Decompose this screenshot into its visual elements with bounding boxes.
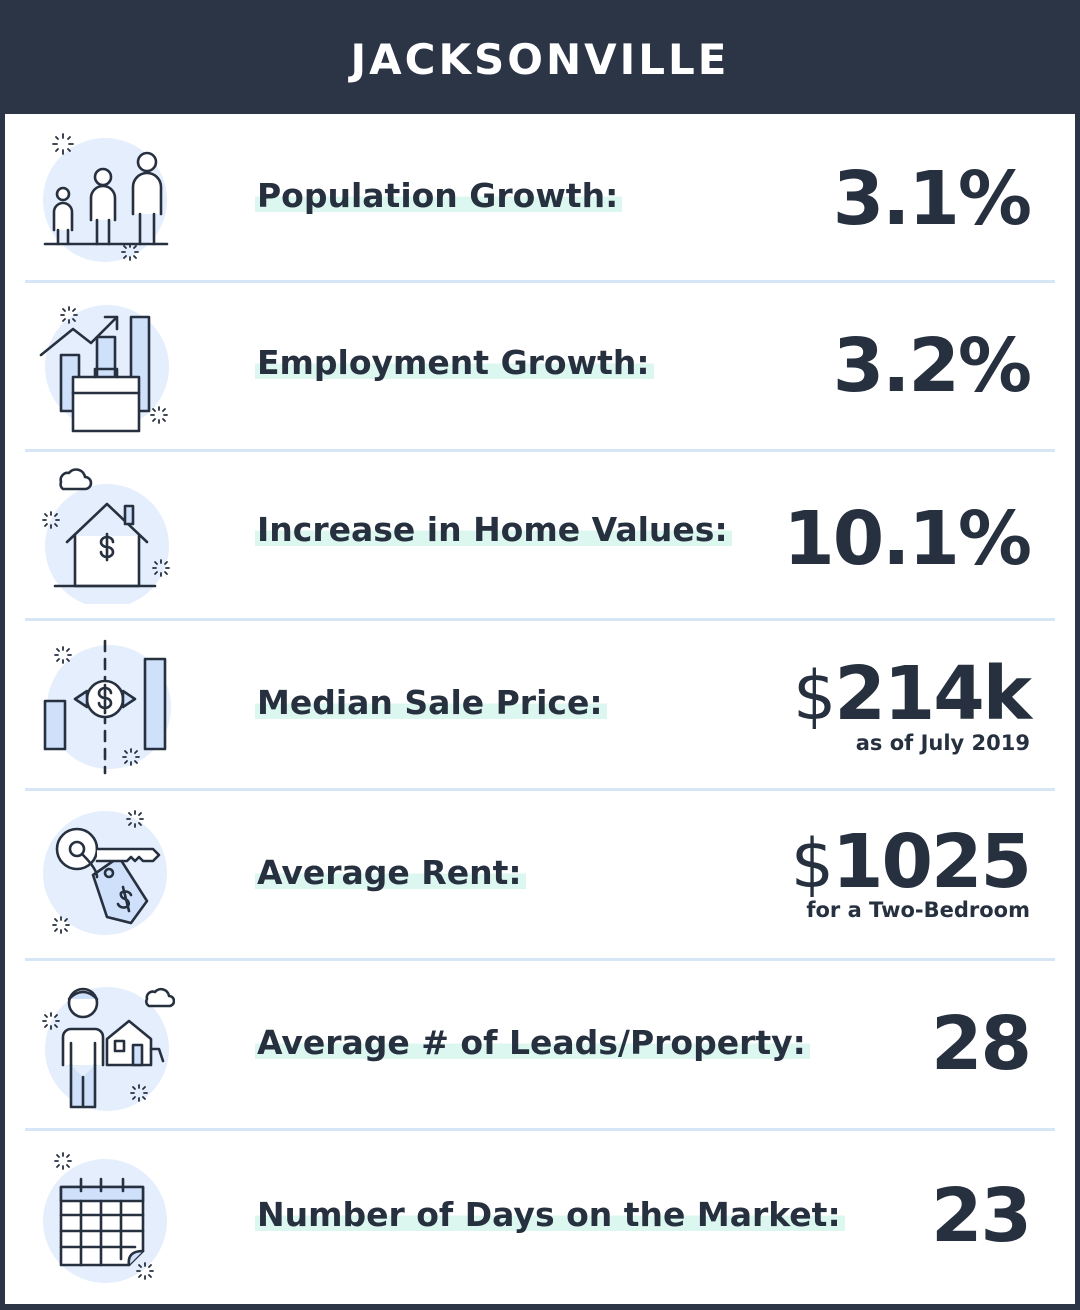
stat-row-median-sale-price: Median Sale Price: $214k as of July 2019 bbox=[5, 621, 1075, 788]
stat-row-employment: Employment Growth: 3.2% bbox=[5, 283, 1075, 450]
stat-row-population: Population Growth: 3.1% bbox=[5, 114, 1075, 281]
stat-row-average-rent: Average Rent: $1025 for a Two-Bedroom bbox=[5, 791, 1075, 958]
calendar-icon bbox=[43, 1152, 167, 1283]
median-sale-price-label: Median Sale Price: bbox=[255, 683, 607, 722]
city-title: JACKSONVILLE bbox=[350, 34, 730, 84]
divider bbox=[25, 788, 1055, 791]
rent-tag-icon bbox=[43, 810, 167, 935]
home-values-value: 10.1% bbox=[783, 496, 1032, 582]
median-sale-price-note: as of July 2019 bbox=[855, 731, 1030, 755]
dollar-symbol: $ bbox=[790, 825, 834, 904]
leads-icon bbox=[42, 987, 175, 1111]
average-rent-note: for a Two-Bedroom bbox=[806, 898, 1030, 922]
days-on-market-value: 23 bbox=[931, 1173, 1032, 1259]
population-growth-label: Population Growth: bbox=[255, 176, 623, 215]
stat-row-days-on-market: Number of Days on the Market: 23 bbox=[5, 1131, 1075, 1301]
employment-icon bbox=[39, 305, 169, 433]
employment-growth-label: Employment Growth: bbox=[255, 343, 654, 382]
dollar-symbol: $ bbox=[793, 657, 836, 736]
divider bbox=[25, 958, 1055, 961]
header-bar: JACKSONVILLE bbox=[0, 0, 1080, 114]
median-sale-price-value: $214k bbox=[793, 651, 1032, 737]
home-values-label: Increase in Home Values: bbox=[255, 510, 732, 549]
population-growth-value: 3.1% bbox=[832, 156, 1032, 242]
population-icon bbox=[43, 133, 169, 262]
divider bbox=[25, 618, 1055, 621]
stats-panel: Population Growth: 3.1% Employ bbox=[5, 114, 1075, 1304]
stat-row-leads: Average # of Leads/Property: 28 bbox=[5, 961, 1075, 1128]
home-value-icon bbox=[42, 468, 170, 604]
divider bbox=[25, 280, 1055, 283]
stat-row-home-values: Increase in Home Values: 10.1% bbox=[5, 452, 1075, 619]
average-leads-label: Average # of Leads/Property: bbox=[255, 1023, 810, 1062]
average-rent-label: Average Rent: bbox=[255, 853, 526, 892]
employment-growth-value: 3.2% bbox=[832, 323, 1032, 409]
average-leads-value: 28 bbox=[931, 1001, 1032, 1087]
divider bbox=[25, 449, 1055, 452]
sale-price-icon bbox=[43, 639, 171, 775]
divider bbox=[25, 1128, 1055, 1131]
days-on-market-label: Number of Days on the Market: bbox=[255, 1195, 845, 1234]
average-rent-value: $1025 bbox=[790, 819, 1032, 905]
